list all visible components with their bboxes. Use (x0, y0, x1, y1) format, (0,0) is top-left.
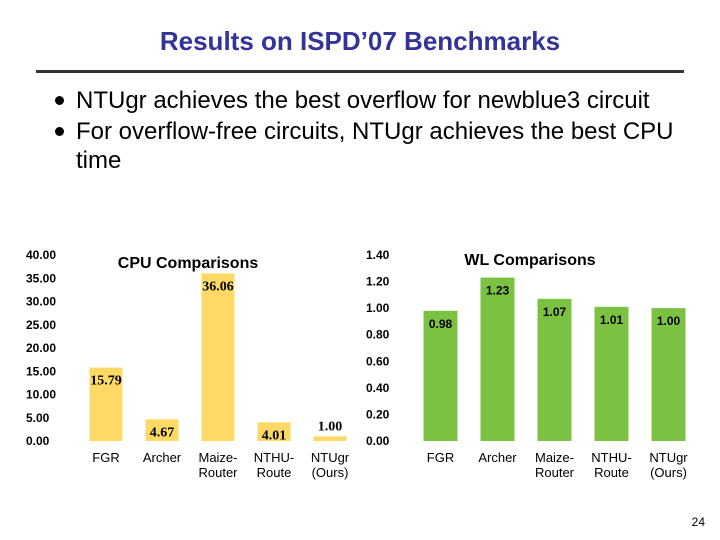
y-tick-label: 1.00 (366, 301, 390, 315)
cpu-comparison-chart: 0.00 5.00 10.00 15.00 20.00 25.00 30.00 35.00 40… (26, 248, 350, 480)
chart-title: WL Comparisons (464, 252, 595, 269)
bar-value-label: 1.01 (600, 313, 624, 327)
y-tick-label: 0.00 (26, 434, 50, 448)
y-tick-label: 1.40 (366, 248, 390, 262)
bar (202, 273, 235, 441)
x-category-label: (Ours) (312, 465, 349, 480)
x-category-label: NTUgr (311, 450, 350, 465)
x-category-label: Archer (478, 450, 517, 465)
bar (314, 436, 347, 441)
x-category-label: Router (198, 465, 238, 480)
bar (481, 278, 515, 441)
page-number: 24 (692, 515, 705, 529)
y-tick-label: 20.00 (26, 341, 56, 355)
bar (538, 299, 572, 441)
y-tick-label: 0.80 (366, 328, 390, 342)
y-tick-label: 10.00 (26, 388, 56, 402)
x-category-label: FGR (92, 450, 119, 465)
y-tick-label: 15.00 (26, 364, 56, 378)
y-tick-label: 0.00 (366, 434, 390, 448)
chart-title: CPU Comparisons (118, 255, 259, 272)
y-tick-label: 35.00 (26, 271, 56, 285)
x-category-label: NTHU- (591, 450, 631, 465)
y-tick-label: 30.00 (26, 295, 56, 309)
x-category-label: Route (594, 465, 629, 480)
bar-value-label: 1.00 (318, 419, 343, 434)
x-category-label: Route (257, 465, 292, 480)
bar-value-label: 15.79 (90, 374, 122, 389)
bar-value-label: 0.98 (429, 317, 453, 331)
wl-comparison-chart: 0.00 0.20 0.40 0.60 0.80 1.00 1.20 1.40 WL Compa… (366, 248, 688, 480)
bar-value-label: 36.06 (202, 279, 234, 294)
y-tick-label: 5.00 (26, 411, 50, 425)
x-category-label: FGR (427, 450, 454, 465)
y-tick-label: 1.20 (366, 275, 390, 289)
x-category-label: NTHU- (254, 450, 294, 465)
x-category-label: Maize- (198, 450, 237, 465)
y-tick-label: 0.20 (366, 407, 390, 421)
x-category-label: (Ours) (650, 465, 687, 480)
y-tick-label: 25.00 (26, 318, 56, 332)
x-category-label: NTUgr (649, 450, 688, 465)
bar-value-label: 4.67 (150, 425, 175, 440)
y-tick-label: 0.60 (366, 354, 390, 368)
y-tick-label: 0.40 (366, 381, 390, 395)
bar-value-label: 1.23 (486, 284, 510, 298)
bar-value-label: 1.07 (543, 305, 567, 319)
bar-value-label: 1.00 (657, 314, 681, 328)
bar-value-label: 4.01 (262, 428, 287, 443)
x-category-label: Archer (143, 450, 182, 465)
y-tick-label: 40.00 (26, 248, 56, 262)
x-category-label: Maize- (535, 450, 574, 465)
bar (595, 307, 629, 441)
x-category-label: Router (535, 465, 575, 480)
